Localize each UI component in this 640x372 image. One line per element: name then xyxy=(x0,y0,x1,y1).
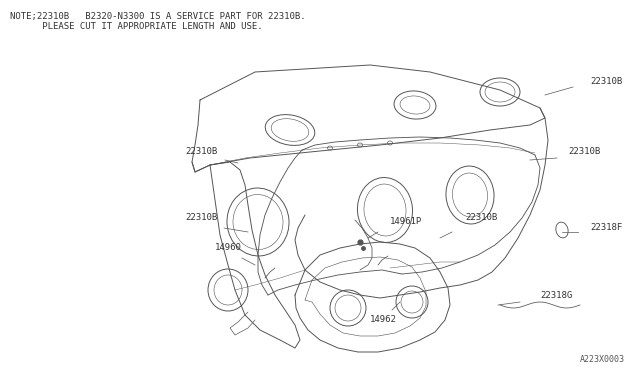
Text: 22310B: 22310B xyxy=(465,214,497,222)
Text: NOTE;22310B   B2320-N3300 IS A SERVICE PART FOR 22310B.: NOTE;22310B B2320-N3300 IS A SERVICE PAR… xyxy=(10,12,306,21)
Text: 22310B: 22310B xyxy=(568,148,600,157)
Text: PLEASE CUT IT APPROPRIATE LENGTH AND USE.: PLEASE CUT IT APPROPRIATE LENGTH AND USE… xyxy=(10,22,262,31)
Text: 22310B: 22310B xyxy=(185,148,217,157)
Text: 14960: 14960 xyxy=(215,244,242,253)
Text: A223X0003: A223X0003 xyxy=(580,355,625,364)
Text: 22318G: 22318G xyxy=(540,291,572,299)
Text: 22310B: 22310B xyxy=(590,77,622,87)
Text: 22318F: 22318F xyxy=(590,224,622,232)
Text: 22310B: 22310B xyxy=(185,214,217,222)
Text: 14961P: 14961P xyxy=(390,218,422,227)
Text: 14962: 14962 xyxy=(370,315,397,324)
